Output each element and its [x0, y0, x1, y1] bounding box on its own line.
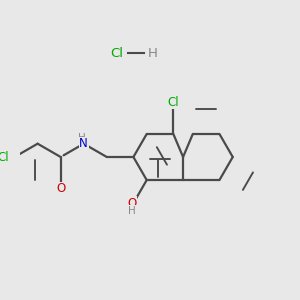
Text: H: H: [147, 47, 157, 60]
Text: O: O: [128, 196, 136, 210]
Text: H: H: [79, 133, 86, 142]
Text: O: O: [56, 182, 65, 195]
Text: N: N: [80, 137, 88, 150]
Text: Cl: Cl: [0, 151, 9, 164]
Text: H: H: [128, 206, 136, 216]
Text: Cl: Cl: [110, 47, 124, 60]
Text: Cl: Cl: [167, 96, 179, 109]
